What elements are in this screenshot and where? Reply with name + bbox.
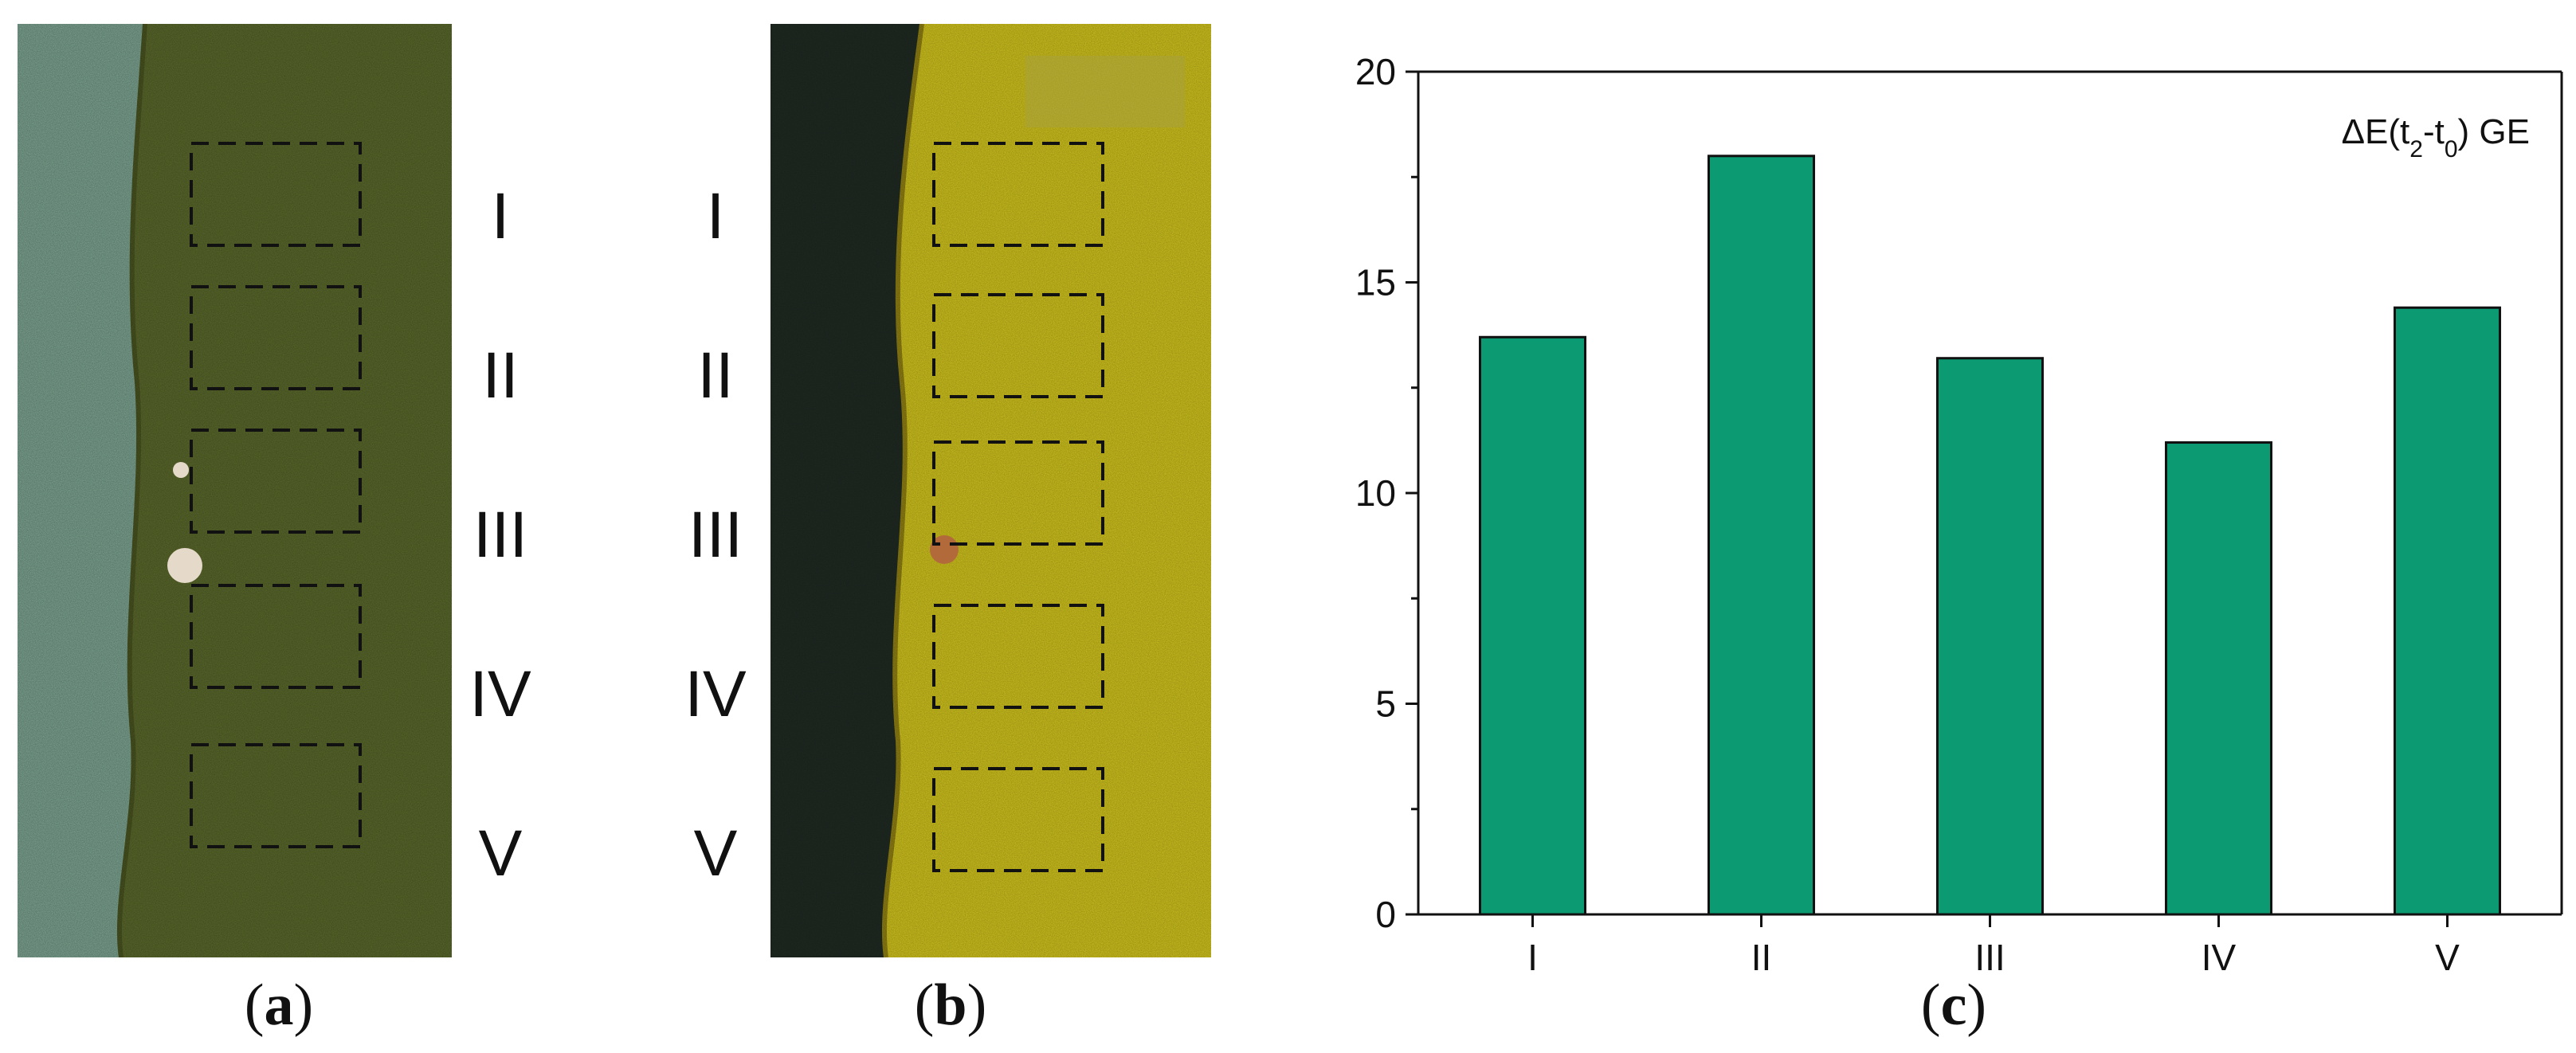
sample-photo-a-image [18, 24, 452, 957]
bar-4 [2164, 441, 2273, 916]
caption-b: (b) [914, 973, 987, 1038]
series-legend-label: ΔE(t2-t0) GE [2342, 112, 2530, 162]
photo-a-region-label-4: IV [469, 658, 531, 730]
bar-5 [2393, 306, 2502, 916]
caption-b-letter: b [934, 973, 967, 1038]
y-tick-label-20: 20 [1355, 51, 1396, 92]
caption-a-letter: a [264, 973, 294, 1038]
photo-b-region-label-5: V [693, 817, 738, 890]
y-tick-label-0: 0 [1375, 894, 1396, 935]
sample-photo-a [18, 24, 452, 957]
caption-c-letter: c [1940, 973, 1967, 1038]
photo-a-spot [167, 548, 202, 583]
x-tick-label-5: V [2435, 937, 2460, 978]
y-tick-label-5: 5 [1375, 683, 1396, 725]
bar-1 [1478, 335, 1587, 916]
photo-a-region-label-5: V [478, 817, 523, 890]
y-tick-label-10: 10 [1355, 472, 1396, 514]
photo-b-region-label-4: IV [684, 658, 747, 730]
sample-photo-b [770, 24, 1211, 957]
photo-a-region-label-1: I [491, 180, 510, 252]
photo-b-region-label-3: III [688, 499, 743, 571]
bar-2 [1707, 155, 1816, 916]
caption-c: (c) [1920, 973, 1987, 1038]
photo-a-regions [190, 142, 362, 848]
sample-photo-b-image [770, 24, 1211, 957]
bar-3 [1935, 357, 2045, 916]
photo-a-region-label-2: II [482, 339, 519, 412]
bar-chart: 0 5 10 15 20 I II III IV V ΔE(t2-t0) GE [1259, 0, 2576, 1053]
x-tick-label-3: III [1974, 937, 2005, 978]
x-tick-label-1: I [1527, 937, 1538, 978]
photo-b-region-label-2: II [697, 339, 734, 412]
photo-a-region-label-3: III [472, 499, 528, 571]
y-tick-label-15: 15 [1355, 262, 1396, 303]
bars-layer [1478, 155, 2502, 916]
photo-b-regions [932, 142, 1104, 872]
x-tick-label-2: II [1751, 937, 1772, 978]
photo-b-region-label-1: I [706, 180, 725, 252]
x-tick-label-4: IV [2202, 937, 2237, 978]
caption-a: (a) [244, 973, 314, 1038]
